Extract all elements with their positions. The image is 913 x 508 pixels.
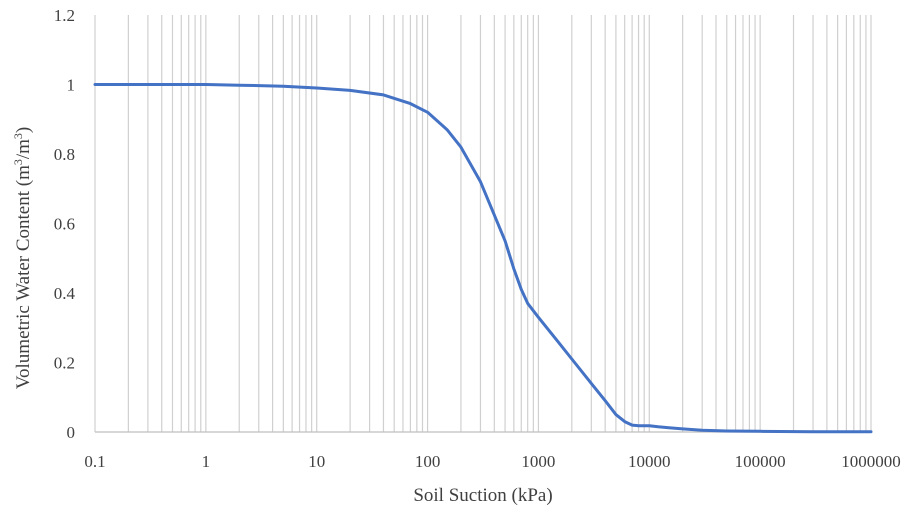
grid-layer (94, 15, 872, 433)
x-tick-label: 10000 (628, 452, 671, 471)
y-axis-title-mid: /m (13, 139, 34, 159)
series-layer (93, 83, 873, 434)
x-tick-label: 0.1 (84, 452, 105, 471)
y-axis-title-main: Volumetric Water Content (m (13, 165, 34, 389)
x-tick-label: 100000 (735, 452, 786, 471)
y-tick-label: 1.2 (54, 6, 75, 25)
x-tick-label: 1000 (521, 452, 555, 471)
y-tick-label: 0.2 (54, 354, 75, 373)
x-tick-labels: 0.1 1 10 100 1000 10000 100000 1000000 (84, 452, 900, 471)
y-tick-label: 0.6 (54, 215, 75, 234)
y-tick-label: 0.8 (54, 145, 75, 164)
x-axis-title: Soil Suction (kPa) (413, 485, 552, 506)
series-line (93, 83, 873, 434)
x-tick-label: 100 (415, 452, 441, 471)
x-tick-label: 10 (308, 452, 325, 471)
y-axis-title-sup2: 3 (11, 133, 25, 139)
y-tick-labels: 0 0.2 0.4 0.6 0.8 1 1.2 (54, 6, 76, 442)
y-axis-title-end: ) (13, 127, 34, 133)
y-axis-title: Volumetric Water Content (m3/m3) (11, 127, 34, 390)
y-tick-label: 0 (67, 423, 76, 442)
y-axis-title-sup1: 3 (11, 159, 25, 165)
y-tick-label: 0.4 (54, 284, 76, 303)
y-tick-label: 1 (67, 76, 76, 95)
x-tick-label: 1000000 (841, 452, 901, 471)
x-tick-label: 1 (202, 452, 211, 471)
